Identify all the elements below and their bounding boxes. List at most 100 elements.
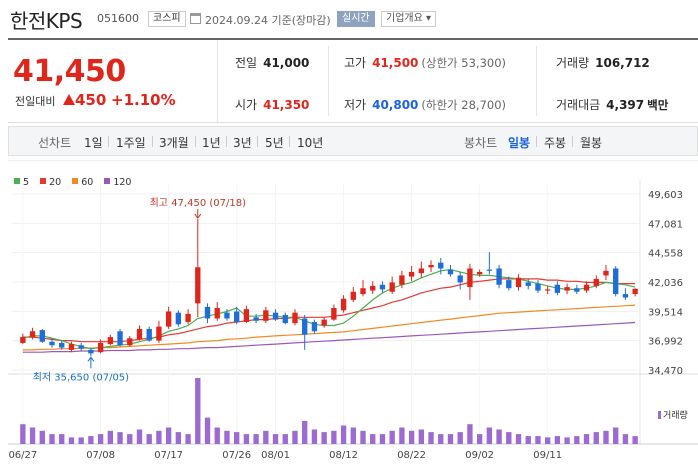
candle-body bbox=[574, 288, 580, 292]
stock-code: 051600 bbox=[97, 12, 139, 25]
tab-divider bbox=[289, 136, 290, 147]
candle-body bbox=[243, 309, 250, 322]
volume-bar bbox=[340, 425, 347, 444]
candle-body bbox=[127, 338, 133, 346]
candle-body bbox=[39, 330, 45, 342]
volume-bar bbox=[127, 434, 133, 444]
candle-body bbox=[224, 312, 230, 319]
volume-bar bbox=[632, 436, 638, 444]
low-price: 저가 40,800 (하한가 28,700) bbox=[344, 96, 506, 113]
volume-bar bbox=[29, 427, 36, 444]
candle-body bbox=[68, 344, 75, 350]
candle-body bbox=[185, 313, 191, 322]
x-tick-label: 07/26 bbox=[222, 450, 251, 461]
candle-body bbox=[331, 308, 337, 320]
change-percent: +1.10% bbox=[111, 91, 176, 109]
tab-3y[interactable]: 3년 bbox=[233, 136, 252, 150]
tab-monthly[interactable]: 월봉 bbox=[580, 136, 603, 150]
y-tick-label: 49,603 bbox=[648, 190, 683, 201]
tab-1d[interactable]: 1일 bbox=[84, 136, 103, 150]
volume-bar bbox=[525, 436, 531, 444]
volume-bar bbox=[428, 432, 434, 444]
tab-daily[interactable]: 일봉 bbox=[508, 136, 531, 150]
tab-3m[interactable]: 3개월 bbox=[159, 136, 189, 150]
volume-bar bbox=[486, 427, 493, 444]
candle-body bbox=[583, 284, 590, 291]
candle-body bbox=[204, 306, 211, 319]
tab-10y[interactable]: 10년 bbox=[297, 136, 324, 150]
volume-bar bbox=[117, 432, 123, 444]
tab-1y[interactable]: 1년 bbox=[202, 136, 221, 150]
tab-divider bbox=[536, 136, 537, 147]
candle-body bbox=[107, 337, 114, 345]
candle-body bbox=[88, 349, 94, 354]
divider bbox=[328, 46, 329, 116]
candle-body bbox=[613, 268, 619, 295]
chart-tabs: 선차트 1일 1주일 3개월 1년 3년 5년 10년 봉차트 일봉 주봉 월봉 bbox=[8, 126, 698, 156]
candle-body bbox=[593, 278, 599, 286]
volume-bar bbox=[97, 434, 104, 444]
volume-bar bbox=[204, 417, 211, 444]
volume-bar bbox=[88, 436, 94, 444]
price-chart[interactable]: 5 20 60 120 49,603 47,081 44,558 42,036 39,5… bbox=[8, 160, 698, 467]
candle-body bbox=[97, 342, 104, 353]
candlestick-chart: 49,603 47,081 44,558 42,036 39,514 36,992 34,4… bbox=[8, 160, 698, 461]
low-annotation: 최저 35,650 (07/05) bbox=[33, 371, 129, 383]
realtime-button[interactable]: 실시간 bbox=[337, 11, 375, 27]
candle-body bbox=[506, 280, 512, 289]
x-tick-label: 08/22 bbox=[397, 450, 426, 461]
stock-header: 한전KPS 051600 코스피 2024.09.24 기준(장마감) 실시간 … bbox=[0, 0, 698, 36]
candle-body bbox=[467, 268, 473, 288]
volume-bar bbox=[389, 430, 395, 444]
candle-body bbox=[340, 298, 347, 311]
candle-body bbox=[29, 331, 36, 338]
tab-1w[interactable]: 1주일 bbox=[116, 136, 146, 150]
low-label: 저가 bbox=[344, 98, 367, 112]
candle-body bbox=[165, 311, 172, 327]
tab-divider bbox=[108, 136, 109, 147]
candle-body bbox=[554, 284, 561, 293]
volume-bar bbox=[107, 430, 114, 444]
candle-body bbox=[136, 328, 143, 340]
candle-body bbox=[78, 345, 84, 349]
candle-body bbox=[399, 275, 405, 285]
candle-body bbox=[360, 288, 366, 295]
tab-weekly[interactable]: 주봉 bbox=[544, 136, 567, 150]
high-arrow-head bbox=[194, 213, 202, 219]
x-tick-label: 08/12 bbox=[329, 450, 358, 461]
tab-divider bbox=[257, 136, 258, 147]
price-summary: 41,450 전일대비 450 +1.10% 전일 41,000 시가 41,350… bbox=[8, 38, 698, 123]
candle-body bbox=[59, 342, 65, 348]
low-value: 40,800 bbox=[372, 98, 419, 112]
volume-bar bbox=[214, 427, 220, 444]
legend-ma120: 120 bbox=[104, 177, 131, 188]
volume-bar bbox=[554, 436, 561, 444]
volume-bar bbox=[506, 432, 512, 444]
high-annotation: 최고 47,450 (07/18) bbox=[150, 197, 246, 209]
y-tick-label: 36,992 bbox=[648, 337, 683, 348]
y-tick-label: 42,036 bbox=[648, 278, 683, 289]
candle-body bbox=[49, 341, 55, 346]
candle-body bbox=[292, 312, 298, 324]
company-overview-dropdown[interactable]: 기업개요 ▾ bbox=[381, 11, 436, 27]
current-price: 41,450 bbox=[13, 54, 126, 89]
x-tick-label: 08/01 bbox=[261, 450, 290, 461]
volume-bar bbox=[282, 434, 288, 444]
volume-bar bbox=[496, 429, 502, 444]
ma5-line bbox=[22, 268, 636, 350]
tab-divider bbox=[152, 136, 153, 147]
candle-body bbox=[233, 311, 240, 322]
candle-body bbox=[447, 269, 454, 275]
candle-body bbox=[418, 268, 425, 274]
volume-bar bbox=[195, 378, 201, 444]
candle-body bbox=[263, 310, 269, 321]
candle-body bbox=[535, 283, 541, 291]
tab-5y[interactable]: 5년 bbox=[265, 136, 284, 150]
volume-bar bbox=[515, 434, 522, 444]
candle-body bbox=[253, 317, 259, 321]
legend-ma5: 5 bbox=[14, 177, 29, 188]
y-tick-label: 39,514 bbox=[648, 307, 683, 318]
lower-limit: (하한가 28,700) bbox=[421, 98, 507, 112]
base-date: 2024.09.24 기준(장마감) bbox=[205, 14, 331, 27]
volume-bar bbox=[185, 434, 191, 444]
